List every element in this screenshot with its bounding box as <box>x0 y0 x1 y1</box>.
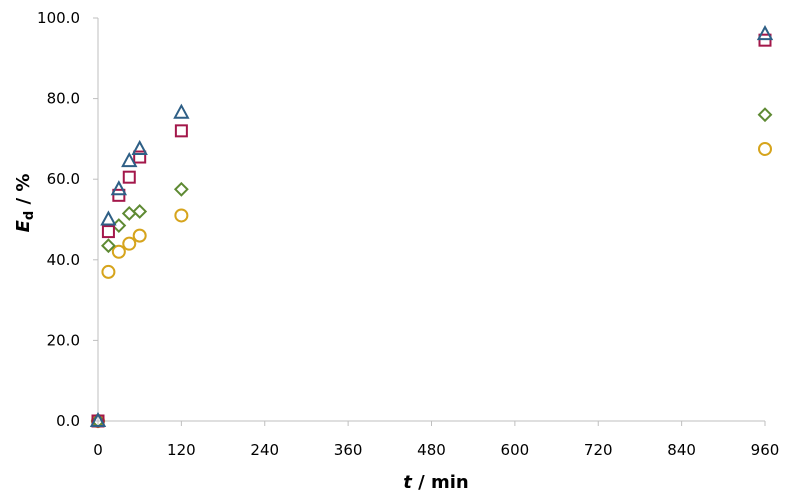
x-tick-label: 720 <box>584 441 613 459</box>
y-tick-label: 40.0 <box>47 251 80 269</box>
x-tick-label: 240 <box>250 441 279 459</box>
diamond-point <box>101 238 116 254</box>
triangle-series <box>89 25 774 427</box>
triangle-point <box>100 210 117 226</box>
x-axis-title: t / min <box>403 472 468 493</box>
circle-point <box>101 264 116 279</box>
square-point <box>112 188 126 202</box>
square-point <box>174 124 188 138</box>
y-tick-label: 20.0 <box>47 331 80 349</box>
square-point <box>133 150 147 164</box>
x-axis-ticks: 0 120 240 360 480 600 720 840 960 <box>93 421 779 459</box>
x-tick-label: 480 <box>417 441 446 459</box>
circle-point <box>111 244 126 259</box>
triangle-point <box>173 103 190 119</box>
axes <box>97 18 765 422</box>
triangle-point <box>110 180 128 196</box>
x-tick-label: 120 <box>167 441 196 459</box>
y-tick-label: 100.0 <box>37 9 80 27</box>
square-point <box>101 225 115 239</box>
x-tick-label: 360 <box>334 441 363 459</box>
x-tick-label: 0 <box>93 441 103 459</box>
triangle-point <box>89 411 107 427</box>
x-tick-label: 840 <box>667 441 696 459</box>
circle-point <box>758 141 772 156</box>
x-tick-label: 600 <box>501 441 530 459</box>
square-point <box>122 170 136 184</box>
diamond-point <box>132 204 148 219</box>
diamond-series <box>90 107 773 429</box>
triangle-point <box>131 139 148 155</box>
circle-point <box>174 208 189 223</box>
y-tick-label: 0.0 <box>56 412 80 430</box>
diamond-point <box>757 107 773 123</box>
circle-point <box>122 236 137 251</box>
diamond-point <box>173 181 189 197</box>
square-point <box>758 33 772 47</box>
y-tick-label: 80.0 <box>47 90 80 108</box>
x-tick-label: 960 <box>751 441 780 459</box>
circle-point <box>132 228 147 243</box>
diamond-point <box>121 206 137 221</box>
circle-series <box>91 141 772 428</box>
y-axis-ticks: 0.0 20.0 40.0 60.0 80.0 100.0 <box>37 9 98 430</box>
triangle-point <box>121 151 138 168</box>
square-series <box>91 33 772 428</box>
triangle-point <box>756 25 774 41</box>
data-points <box>89 25 774 429</box>
y-axis-title: Ed / % <box>13 174 37 233</box>
y-tick-label: 60.0 <box>47 170 80 188</box>
